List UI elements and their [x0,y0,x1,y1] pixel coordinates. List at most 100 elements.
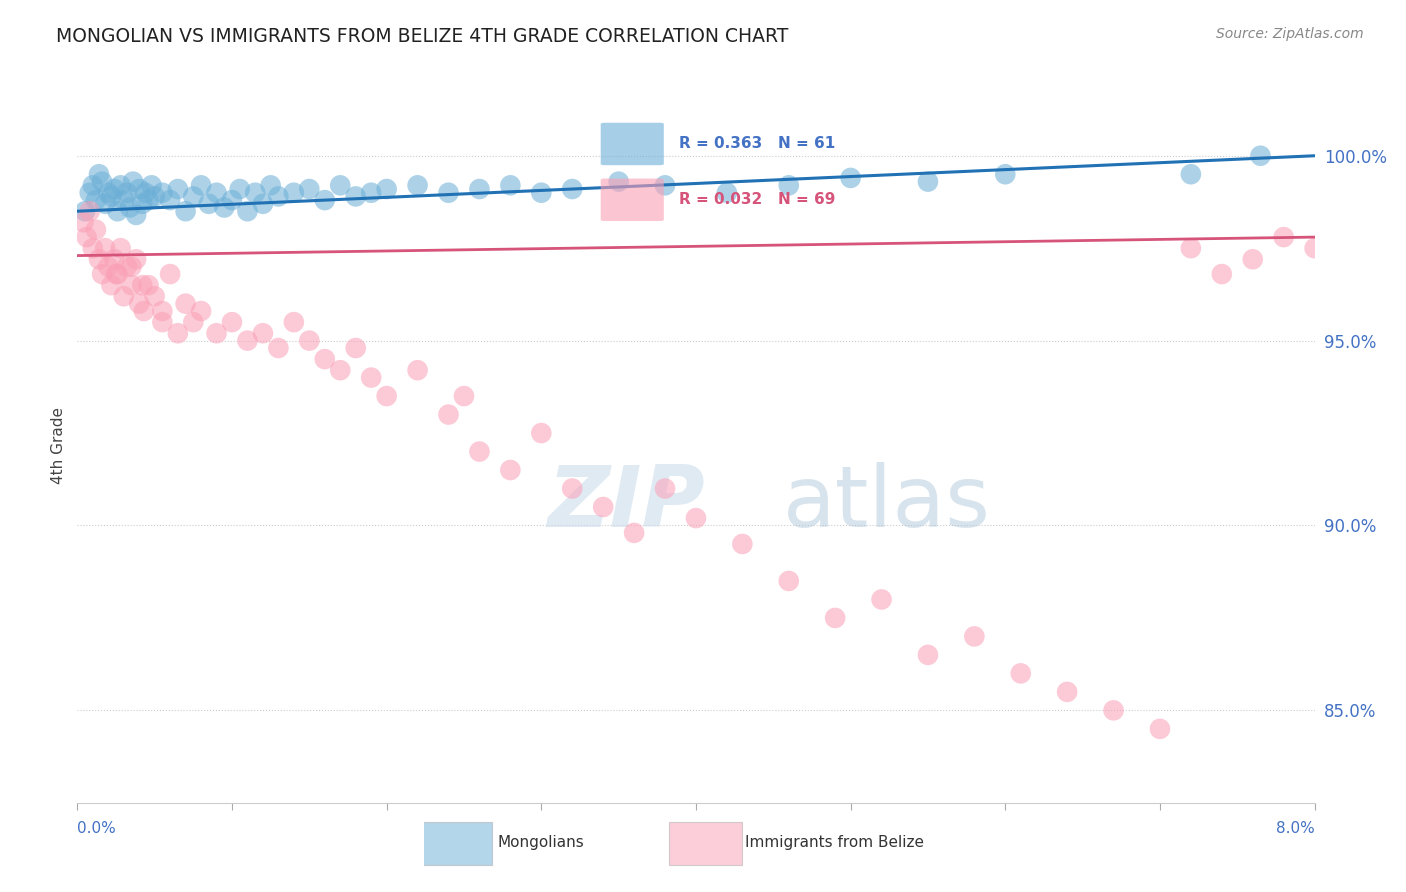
Point [530,425,553,440]
Point [174,204,197,219]
Point [1180,241,1202,255]
Point [125,208,148,222]
Point [103,182,125,196]
Point [87,167,110,181]
Point [112,193,135,207]
Point [1180,167,1202,181]
Point [1102,703,1125,717]
Point [236,204,259,219]
Point [360,186,382,200]
Point [82,241,104,255]
Point [1211,267,1233,281]
Y-axis label: 4th Grade: 4th Grade [51,408,66,484]
Point [994,167,1017,181]
Point [125,252,148,267]
Point [94,196,117,211]
Point [245,186,267,200]
Point [97,186,120,200]
Text: 8.0%: 8.0% [1275,822,1315,837]
Point [437,186,460,200]
Point [141,178,163,193]
Point [72,215,94,229]
Point [298,334,321,348]
Point [131,278,153,293]
Point [437,408,460,422]
Point [499,178,522,193]
Point [1250,149,1272,163]
Point [344,189,367,203]
Point [221,315,243,329]
Point [190,178,212,193]
Point [110,178,132,193]
Point [79,186,101,200]
Point [174,296,197,310]
Point [406,363,429,377]
Point [499,463,522,477]
Point [778,574,800,588]
Point [159,267,181,281]
Point [118,201,141,215]
Point [110,241,132,255]
Text: Source: ZipAtlas.com: Source: ZipAtlas.com [1216,27,1364,41]
Point [205,186,228,200]
Point [329,363,352,377]
Point [121,278,143,293]
Point [221,193,243,207]
Point [468,182,491,196]
Text: ZIP: ZIP [547,461,706,545]
Point [716,186,738,200]
Point [329,178,352,193]
Point [314,352,336,367]
Text: atlas: atlas [783,461,991,545]
Point [134,186,156,200]
Point [100,278,122,293]
Point [406,178,429,193]
Point [654,178,676,193]
Point [103,252,125,267]
Point [298,182,321,196]
Point [623,525,645,540]
Point [375,389,398,403]
Point [183,315,205,329]
Point [260,178,283,193]
Point [128,296,150,310]
Point [731,537,754,551]
Point [283,186,305,200]
Point [214,201,236,215]
Point [917,175,939,189]
Point [654,482,676,496]
Point [138,278,160,293]
Point [283,315,305,329]
Point [167,326,190,341]
Point [82,178,104,193]
Point [75,204,96,219]
Point [122,175,145,189]
Point [91,175,114,189]
Point [468,444,491,458]
Point [963,629,986,643]
Point [344,341,367,355]
Point [143,289,166,303]
Point [360,370,382,384]
Point [839,170,862,185]
Point [252,196,274,211]
Point [1149,722,1171,736]
Point [115,186,138,200]
Point [267,341,290,355]
Point [107,267,129,281]
Point [167,182,190,196]
Point [152,186,174,200]
Point [824,611,846,625]
Point [1303,241,1326,255]
Point [100,189,122,203]
Point [205,326,228,341]
Point [1056,685,1078,699]
Point [159,193,181,207]
Point [1272,230,1295,244]
Point [105,267,127,281]
Point [97,260,120,274]
Point [76,230,98,244]
Point [252,326,274,341]
Point [87,252,110,267]
Point [267,189,290,203]
